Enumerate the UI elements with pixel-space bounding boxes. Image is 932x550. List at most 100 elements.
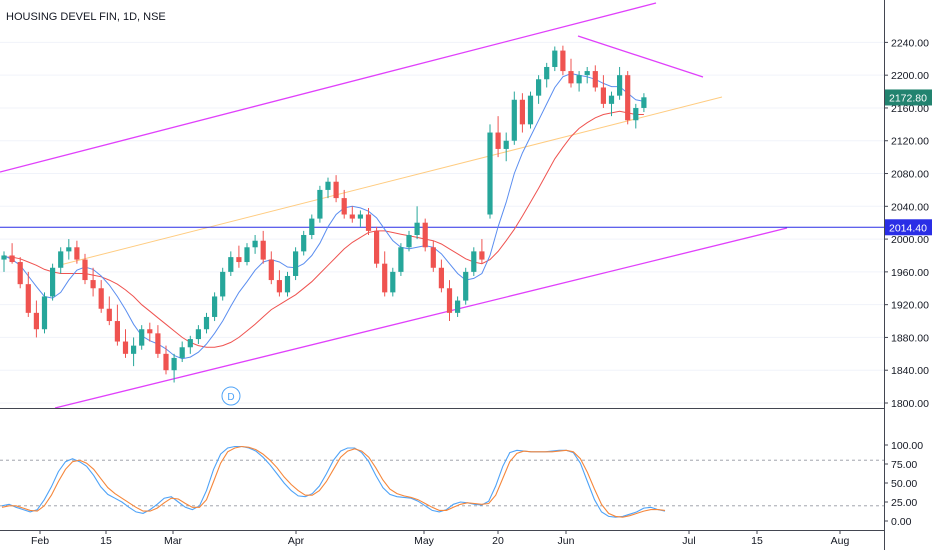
oscillator-tick-label: 50.00	[891, 478, 917, 490]
candle	[284, 271, 291, 297]
candle	[139, 325, 145, 350]
candle-body	[349, 214, 355, 219]
candle-body	[252, 240, 258, 248]
candle	[568, 58, 574, 88]
candle	[471, 247, 477, 276]
candle-body	[519, 99, 525, 125]
candle	[309, 214, 315, 240]
candle-body	[17, 262, 23, 285]
candle	[1, 251, 7, 272]
candle	[66, 239, 72, 260]
candle-body	[66, 247, 72, 252]
candle-body	[236, 257, 242, 263]
oscillator-tick-label: 25.00	[891, 497, 917, 509]
candle-body	[641, 97, 647, 108]
candle-body	[171, 357, 177, 371]
candle-body	[220, 271, 226, 297]
candle-body	[568, 71, 574, 84]
oscillator-tick-label: 0.00	[891, 516, 912, 528]
candle	[333, 175, 339, 203]
candle-body	[1, 255, 7, 260]
candle	[633, 103, 639, 129]
candle	[536, 75, 542, 104]
candle	[617, 66, 623, 100]
candle-body	[325, 181, 331, 190]
candle	[74, 240, 80, 264]
time-tick-label: Jul	[682, 535, 695, 547]
candle	[341, 189, 347, 219]
candle-body	[617, 75, 623, 96]
candle	[276, 270, 282, 297]
candle	[301, 230, 307, 256]
candle	[155, 325, 161, 358]
candle	[203, 312, 210, 334]
resistance-line	[577, 35, 704, 78]
candle-body	[471, 251, 477, 272]
ma-fast-line	[3, 72, 644, 360]
candle	[33, 300, 39, 338]
candle	[576, 71, 582, 92]
candle	[511, 91, 517, 145]
candle-body	[33, 312, 39, 330]
candle	[422, 218, 428, 252]
candle	[122, 329, 129, 358]
time-tick-label: 20	[492, 535, 504, 547]
candle-body	[333, 181, 339, 199]
stochastic-oscillator[interactable]	[1, 445, 666, 518]
candle-body	[487, 132, 493, 215]
candle-body	[430, 247, 436, 268]
price-tags: 2014.40 2172.80	[885, 89, 932, 236]
candle-body	[592, 71, 598, 88]
candle-body	[90, 280, 96, 289]
price-axis[interactable]: 2240.00 2200.00 2160.00 2120.00 2080.00 2040.…	[884, 37, 929, 410]
candle	[584, 66, 590, 84]
candle-body	[309, 218, 315, 235]
candle	[82, 253, 88, 285]
candle-body	[268, 259, 274, 281]
candle	[106, 296, 112, 326]
candle	[58, 247, 64, 274]
candle-body	[438, 267, 444, 289]
candle	[625, 71, 631, 125]
candle-body	[600, 87, 606, 104]
candle	[41, 292, 48, 334]
candle-body	[608, 95, 615, 104]
marker-badge[interactable]: D	[221, 386, 241, 406]
candle-body	[317, 189, 323, 219]
candle	[592, 65, 598, 92]
candle-body	[406, 234, 412, 248]
stoch-d-line	[1, 445, 666, 518]
price-tick-label: 1840.00	[891, 365, 929, 377]
candlestick-series[interactable]	[1, 45, 647, 383]
candle	[374, 226, 380, 268]
grid-lines	[0, 41, 884, 404]
channel-upper-line	[0, 2, 657, 173]
price-tick-label: 2080.00	[891, 169, 929, 181]
candle	[430, 240, 436, 272]
candle-body	[544, 66, 550, 80]
candle-body	[455, 300, 461, 313]
candle	[503, 132, 509, 162]
candle	[260, 230, 266, 264]
marker-label: D	[227, 392, 234, 403]
ma-slow-line	[4, 110, 644, 348]
candle-body	[341, 198, 347, 215]
time-tick-label: Aug	[831, 535, 850, 547]
candle	[463, 267, 469, 305]
oscillator-tick-label: 100.00	[891, 440, 923, 452]
candle-body	[98, 288, 104, 309]
candle	[552, 46, 558, 72]
time-axis[interactable]: Feb 15 Mar Apr May 20 Jun Jul 15 Aug	[31, 530, 850, 547]
candle-body	[203, 316, 210, 330]
trend-channel	[0, 2, 788, 409]
candle	[495, 116, 501, 158]
candle-body	[633, 107, 639, 121]
candle	[171, 353, 177, 383]
price-tick-label: 2120.00	[891, 136, 929, 148]
oscillator-axis[interactable]: 100.00 75.00 50.00 25.00 0.00	[884, 440, 923, 528]
candle-body	[139, 329, 145, 346]
oscillator-tick-label: 75.00	[891, 459, 917, 471]
candle-body	[374, 230, 380, 264]
candle-body	[163, 353, 169, 371]
